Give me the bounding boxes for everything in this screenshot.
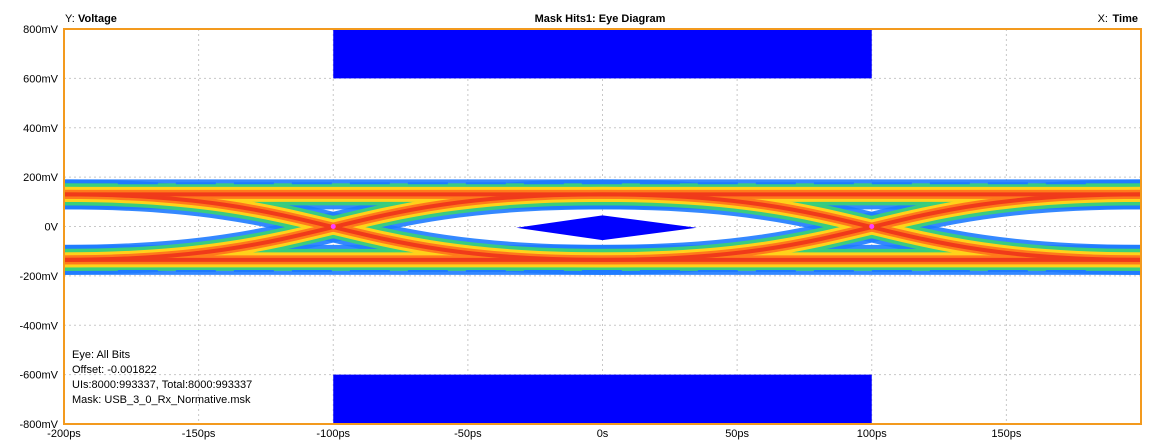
y-tick-label: 400mV bbox=[23, 123, 59, 135]
x-tick-label: 50ps bbox=[725, 428, 749, 440]
x-tick-label: -50ps bbox=[454, 428, 482, 440]
x-tick-label: 100ps bbox=[857, 428, 887, 440]
x-tick-label: -150ps bbox=[182, 428, 216, 440]
y-tick-label: 0V bbox=[45, 222, 59, 234]
eye-traces bbox=[64, 179, 1141, 275]
info-offset: Offset: -0.001822 bbox=[72, 364, 157, 376]
y-tick-label: -800mV bbox=[19, 419, 58, 431]
crossing-marker bbox=[330, 224, 336, 229]
info-uis: UIs:8000:993337, Total:8000:993337 bbox=[72, 379, 252, 391]
x-tick-label: 0s bbox=[597, 428, 609, 440]
y-tick-label: 600mV bbox=[23, 73, 59, 85]
y-tick-label: 800mV bbox=[23, 24, 59, 36]
info-eye: Eye: All Bits bbox=[72, 349, 131, 361]
info-box: Eye: All Bits Offset: -0.001822 UIs:8000… bbox=[72, 349, 252, 406]
y-axis-name: Voltage bbox=[78, 13, 117, 25]
mask-regions bbox=[333, 29, 872, 424]
x-tick-label: 150ps bbox=[991, 428, 1021, 440]
x-axis-name: Time bbox=[1113, 13, 1138, 25]
y-tick-labels: 800mV 600mV 400mV 200mV 0V -200mV -400mV -600mV… bbox=[19, 24, 58, 431]
mask-region-top bbox=[333, 29, 872, 79]
mask-region-bottom bbox=[333, 374, 872, 424]
mask-region-center bbox=[516, 215, 697, 241]
x-tick-labels: -200ps -150ps -100ps -50ps 0s 50ps 100ps 150ps bbox=[47, 428, 1022, 440]
eye-trace-transition-b bbox=[64, 192, 1141, 262]
crossing-markers bbox=[330, 224, 875, 229]
x-axis-prefix: X: bbox=[1098, 13, 1108, 25]
eye-trace-transition-a bbox=[64, 192, 1141, 262]
info-mask: Mask: USB_3_0_Rx_Normative.msk bbox=[72, 394, 251, 406]
x-tick-label: -100ps bbox=[316, 428, 350, 440]
y-tick-label: 200mV bbox=[23, 172, 59, 184]
y-tick-label: -200mV bbox=[19, 271, 58, 283]
plot-frame bbox=[63, 28, 1142, 425]
y-axis-prefix: Y: bbox=[65, 13, 75, 25]
chart-header: Y: Voltage Mask Hits1: Eye Diagram X: Ti… bbox=[65, 13, 1138, 25]
x-tick-label: -200ps bbox=[47, 428, 81, 440]
crossing-marker bbox=[869, 224, 875, 229]
chart-title: Mask Hits1: Eye Diagram bbox=[535, 13, 666, 25]
y-tick-label: -400mV bbox=[19, 320, 58, 332]
y-tick-label: -600mV bbox=[19, 370, 58, 382]
